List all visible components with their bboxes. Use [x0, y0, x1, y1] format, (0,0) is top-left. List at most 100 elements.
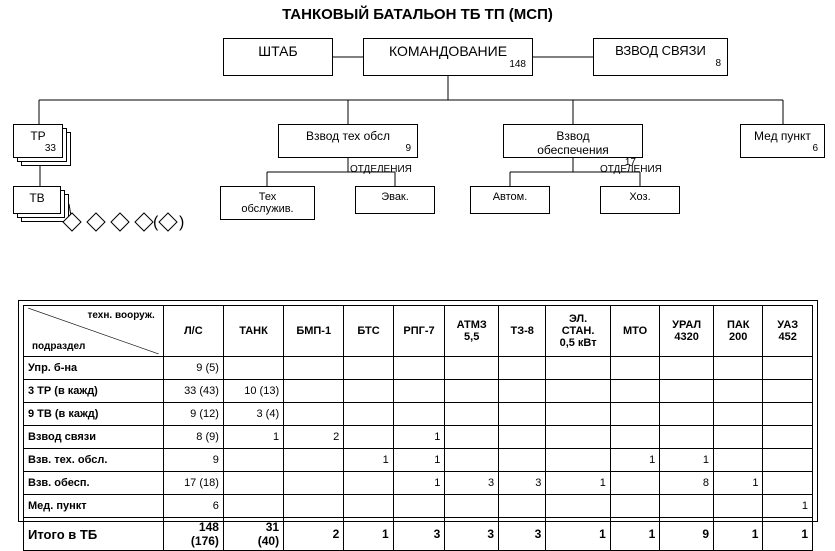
cell	[284, 380, 344, 403]
org-box-vto: Взвод тех обсл9	[278, 124, 418, 158]
col-header: Л/С	[163, 306, 223, 357]
col-header: ЭЛ. СТАН. 0,5 кВт	[546, 306, 610, 357]
row-name: Упр. б-на	[24, 357, 164, 380]
cell: 148 (176)	[163, 518, 223, 551]
page-title: ТАНКОВЫЙ БАТАЛЬОН ТБ ТП (МСП)	[0, 6, 835, 23]
cell	[223, 495, 283, 518]
org-count: 33	[14, 143, 62, 156]
cell: 1	[344, 518, 393, 551]
svg-text:): )	[179, 214, 184, 231]
org-count: 8	[594, 58, 727, 71]
corner-top: техн. вооруж.	[87, 310, 154, 321]
col-header: ПАК 200	[714, 306, 763, 357]
table-corner: техн. вооруж. подраздел	[24, 306, 164, 357]
cell	[714, 357, 763, 380]
cell	[499, 426, 546, 449]
cell: 2	[284, 426, 344, 449]
org-label: ВЗВОД СВЯЗИ	[594, 39, 727, 58]
table-row: Мед. пункт6 1	[24, 495, 813, 518]
cell	[223, 357, 283, 380]
table-row: Взв. обесп.17 (18)133181	[24, 472, 813, 495]
table-row: Взвод связи8 (9)121	[24, 426, 813, 449]
cell: 1	[763, 495, 813, 518]
org-label: Взвод тех обсл	[279, 125, 417, 143]
corner-bottom: подраздел	[32, 341, 85, 352]
org-label: Тех обслужив.	[221, 187, 314, 215]
org-label: КОМАНДОВАНИЕ	[364, 39, 532, 59]
cell	[393, 357, 445, 380]
cell: 1	[763, 518, 813, 551]
org-box-staff: ШТАБ	[223, 38, 333, 76]
cell	[763, 472, 813, 495]
cell: 1	[393, 472, 445, 495]
cell	[714, 380, 763, 403]
cell: 1	[714, 518, 763, 551]
cell: 6	[163, 495, 223, 518]
cell: 3 (4)	[223, 403, 283, 426]
cell	[499, 495, 546, 518]
cell	[499, 357, 546, 380]
col-header: УАЗ 452	[763, 306, 813, 357]
cell	[610, 380, 659, 403]
cell: 31 (40)	[223, 518, 283, 551]
row-name: Взв. тех. обсл.	[24, 449, 164, 472]
org-label: Хоз.	[601, 187, 679, 203]
cell	[610, 426, 659, 449]
cell	[714, 495, 763, 518]
col-header: РПГ-7	[393, 306, 445, 357]
cell	[546, 495, 610, 518]
cell	[499, 449, 546, 472]
cell	[660, 403, 714, 426]
cell	[284, 495, 344, 518]
cell: 1	[610, 518, 659, 551]
svg-text:(: (	[153, 214, 159, 231]
org-box-vob: Взвод обеспечения 17	[503, 124, 643, 158]
org-label: Мед пункт	[741, 125, 824, 143]
cell	[344, 380, 393, 403]
table-row: 9 ТВ (в кажд)9 (12)3 (4)	[24, 403, 813, 426]
cell: 3	[445, 472, 499, 495]
cell	[610, 357, 659, 380]
org-label: Эвак.	[356, 187, 434, 203]
equipment-table-wrap: техн. вооруж.подразделЛ/СТАНКБМП-1БТСРПГ…	[18, 300, 818, 522]
cell: 8 (9)	[163, 426, 223, 449]
org-label: Взвод обеспечения	[504, 125, 642, 157]
cell	[714, 426, 763, 449]
cell	[393, 495, 445, 518]
cell: 1	[344, 449, 393, 472]
cell: 1	[660, 449, 714, 472]
cell: 9 (12)	[163, 403, 223, 426]
cell	[445, 380, 499, 403]
col-header: МТО	[610, 306, 659, 357]
cell	[660, 426, 714, 449]
cell	[546, 380, 610, 403]
col-header: БМП-1	[284, 306, 344, 357]
equipment-table: техн. вооруж.подразделЛ/СТАНКБМП-1БТСРПГ…	[23, 305, 813, 551]
cell	[610, 495, 659, 518]
col-header: УРАЛ 4320	[660, 306, 714, 357]
org-box-commslink: ВЗВОД СВЯЗИ8	[593, 38, 728, 76]
org-box-vto_sub1: Тех обслужив.	[220, 186, 315, 220]
table-row: 3 ТР (в кажд)33 (43)10 (13)	[24, 380, 813, 403]
row-name: Мед. пункт	[24, 495, 164, 518]
row-name: Взвод связи	[24, 426, 164, 449]
org-label: ТВ	[14, 187, 60, 205]
cell	[344, 357, 393, 380]
cell	[546, 403, 610, 426]
cell	[445, 357, 499, 380]
row-name: 3 ТР (в кажд)	[24, 380, 164, 403]
col-header: ТЗ-8	[499, 306, 546, 357]
cell	[445, 495, 499, 518]
col-header: АТМЗ 5,5	[445, 306, 499, 357]
cell: 1	[546, 518, 610, 551]
cell: 8	[660, 472, 714, 495]
page: ТАНКОВЫЙ БАТАЛЬОН ТБ ТП (МСП) КОМАНДОВАН…	[0, 0, 835, 537]
cell: 1	[610, 449, 659, 472]
cell	[445, 449, 499, 472]
cell	[763, 449, 813, 472]
col-header: БТС	[344, 306, 393, 357]
cell	[714, 403, 763, 426]
cell: 1	[393, 449, 445, 472]
cell: 3	[499, 518, 546, 551]
cell	[763, 357, 813, 380]
